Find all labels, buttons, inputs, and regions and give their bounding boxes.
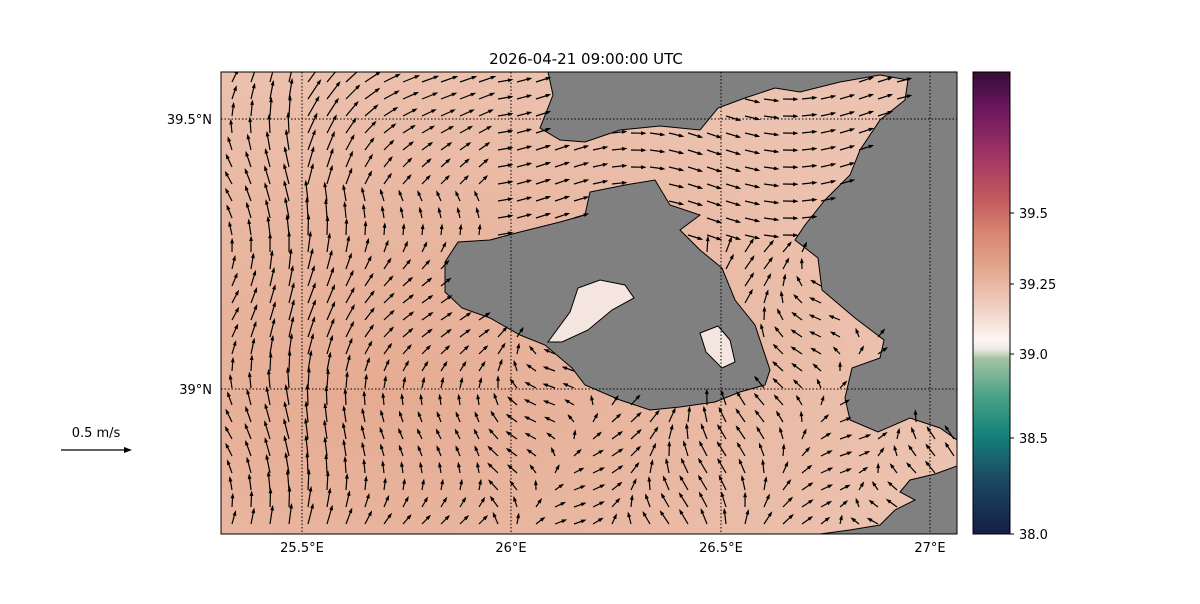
colorbar xyxy=(973,72,1010,534)
y-tick-label: 39°N xyxy=(179,383,212,398)
quiver-key-label: 0.5 m/s xyxy=(72,426,121,441)
x-tick-label: 26°E xyxy=(495,541,526,556)
colorbar-ticks xyxy=(1010,213,1014,534)
colorbar-tick-label: 39.0 xyxy=(1019,348,1048,363)
colorbar-tick-label: 38.0 xyxy=(1019,528,1048,543)
quiver-key-arrow xyxy=(61,447,132,453)
x-tick-label: 25.5°E xyxy=(280,541,324,556)
map-area xyxy=(221,61,957,534)
colorbar-tick-label: 39.25 xyxy=(1019,278,1056,293)
plot-title: 2026-04-21 09:00:00 UTC xyxy=(489,50,683,68)
current-arrow-head xyxy=(272,63,276,69)
y-tick-label: 39.5°N xyxy=(167,113,212,128)
x-tick-label: 26.5°E xyxy=(699,541,743,556)
current-arrow-head xyxy=(317,63,322,69)
current-arrow-head xyxy=(291,61,295,67)
current-arrow-head xyxy=(337,64,342,69)
colorbar-tick-label: 39.5 xyxy=(1019,207,1048,222)
x-tick-label: 27°E xyxy=(914,541,945,556)
current-arrow-head xyxy=(253,66,257,72)
colorbar-tick-label: 38.5 xyxy=(1019,432,1048,447)
